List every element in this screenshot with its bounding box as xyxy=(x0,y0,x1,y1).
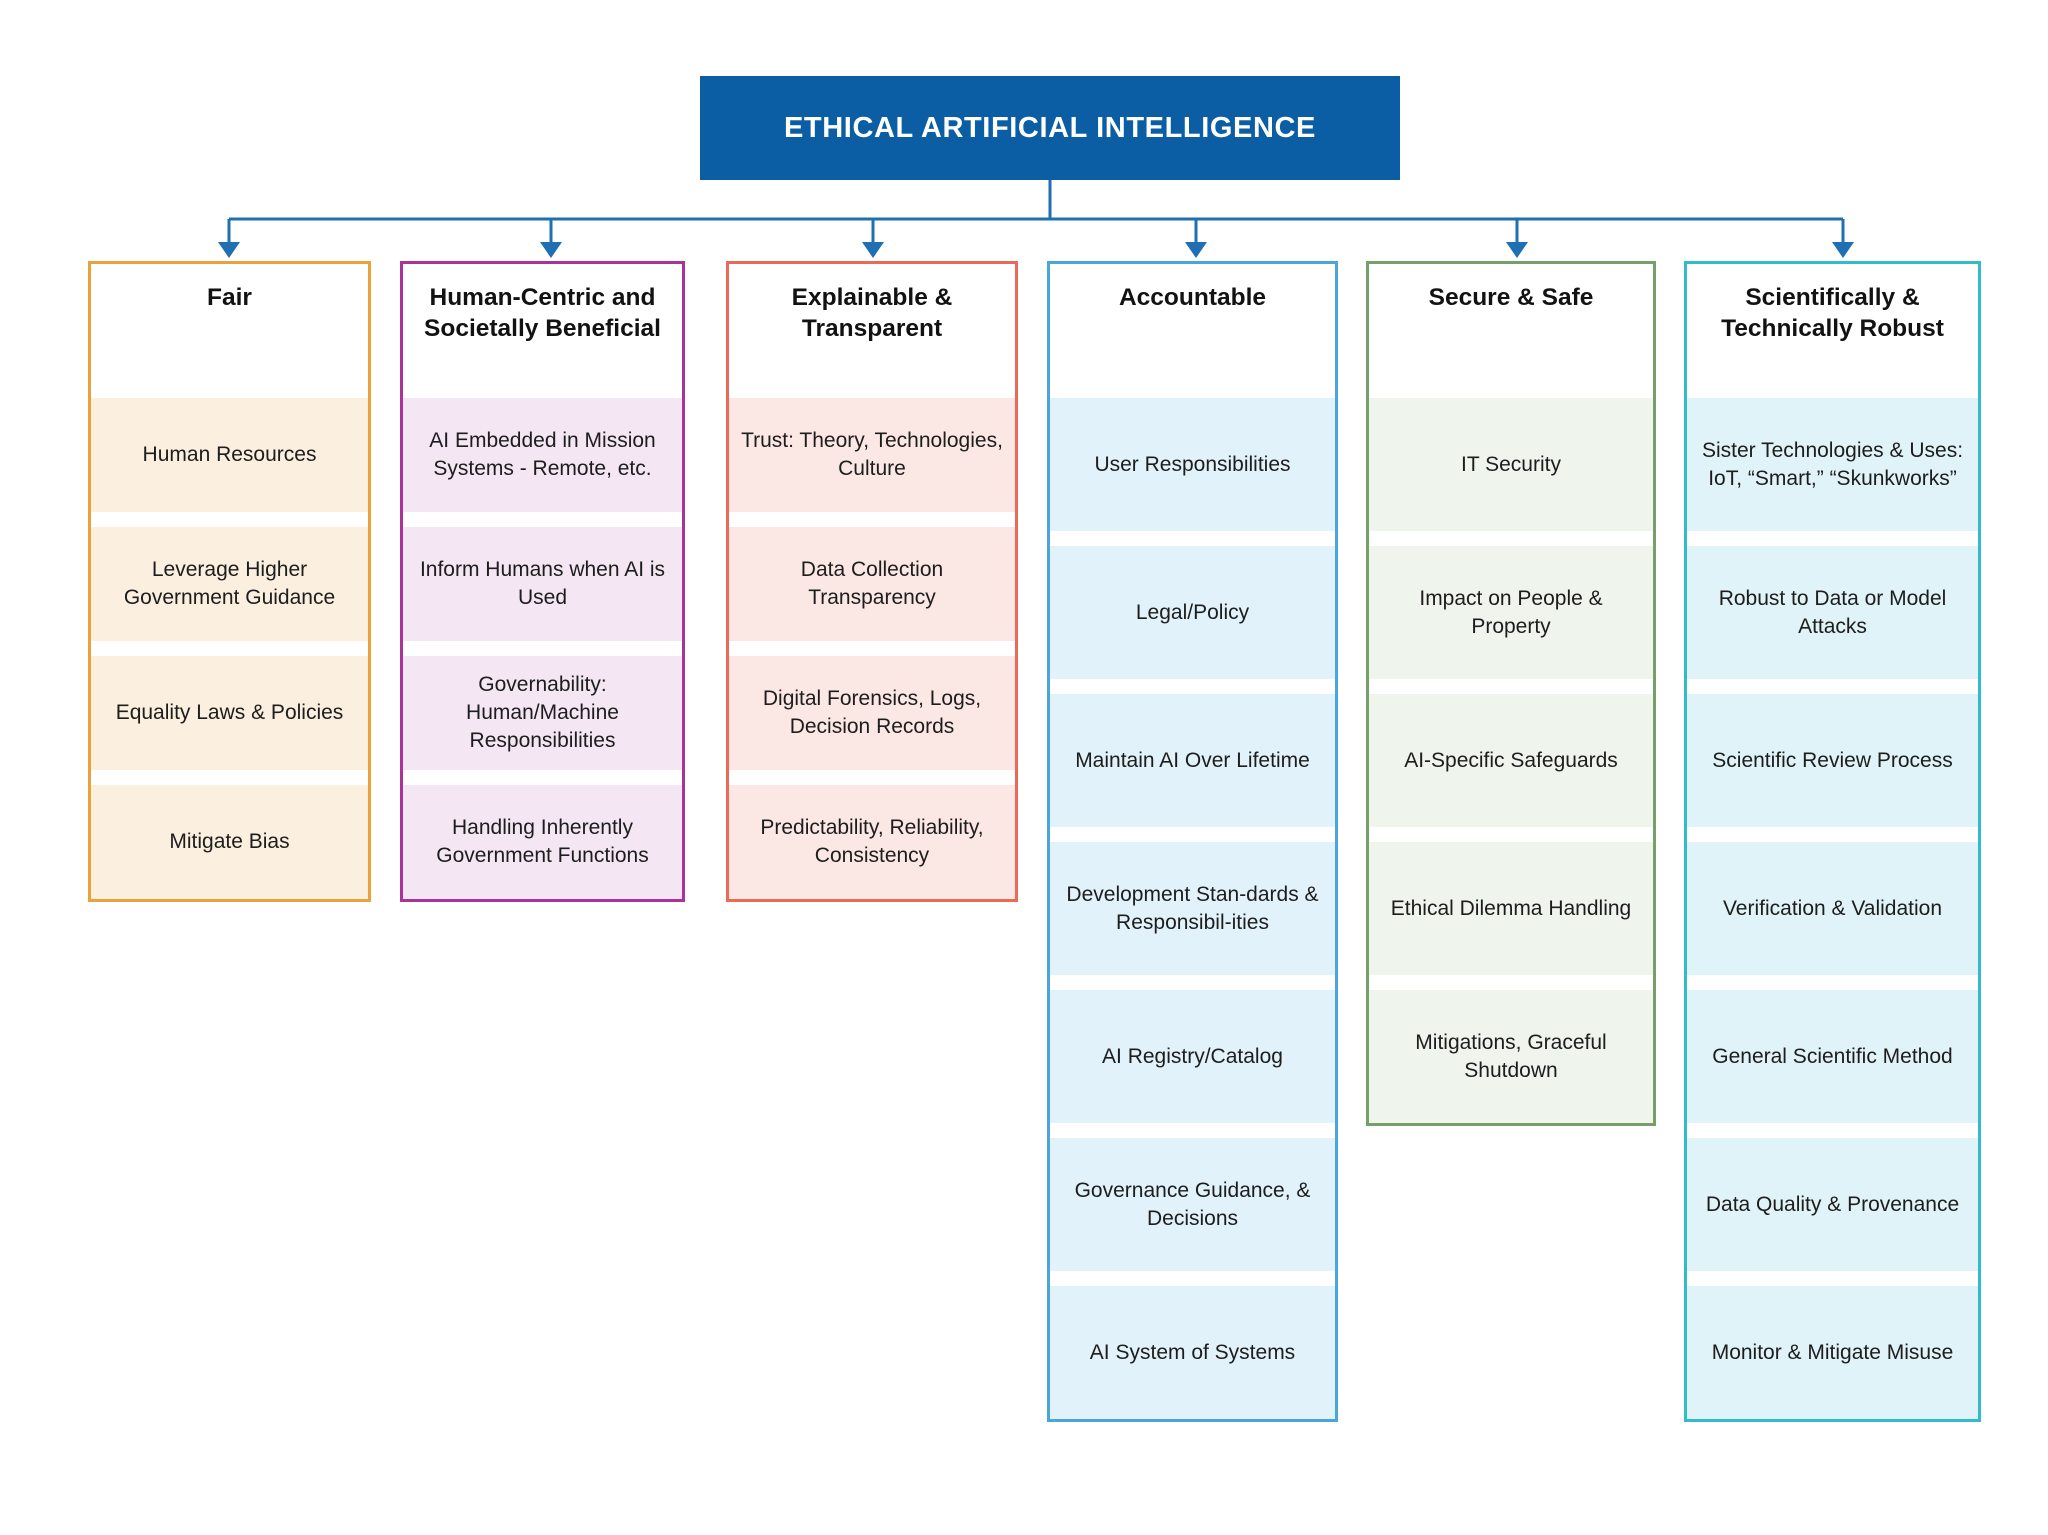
pillar-header-explainable-transparent: Explainable & Transparent xyxy=(729,264,1015,398)
pillar-item[interactable]: Monitor & Mitigate Misuse xyxy=(1687,1286,1978,1419)
pillar-column-secure-safe[interactable]: Secure & Safe IT Security Impact on Peop… xyxy=(1366,261,1656,1126)
pillar-item[interactable]: Digital Forensics, Logs, Decision Record… xyxy=(729,656,1015,770)
pillar-header-scientifically-technically-robust: Scientifically & Technically Robust xyxy=(1687,264,1978,398)
pillar-item[interactable]: AI-Specific Safeguards xyxy=(1369,694,1653,827)
pillar-item[interactable]: AI Embedded in Mission Systems - Remote,… xyxy=(403,398,682,512)
root-title: ETHICAL ARTIFICIAL INTELLIGENCE xyxy=(783,111,1316,144)
pillar-column-accountable[interactable]: Accountable User Responsibilities Legal/… xyxy=(1047,261,1338,1422)
pillar-column-fair[interactable]: Fair Human Resources Leverage Higher Gov… xyxy=(88,261,371,902)
pillar-item[interactable]: Governability: Human/Machine Responsibil… xyxy=(403,656,682,770)
pillar-item[interactable]: Mitigations, Graceful Shutdown xyxy=(1369,990,1653,1123)
pillar-item[interactable]: Sister Technologies & Uses: IoT, “Smart,… xyxy=(1687,398,1978,531)
arrow-head-1 xyxy=(218,242,240,258)
pillar-item[interactable]: Handling Inherently Government Functions xyxy=(403,785,682,899)
pillar-column-explainable-transparent[interactable]: Explainable & Transparent Trust: Theory,… xyxy=(726,261,1018,902)
pillar-item[interactable]: Impact on People & Property xyxy=(1369,546,1653,679)
pillar-item[interactable]: Inform Humans when AI is Used xyxy=(403,527,682,641)
pillar-item[interactable]: Scientific Review Process xyxy=(1687,694,1978,827)
pillar-header-fair: Fair xyxy=(91,264,368,398)
pillar-item[interactable]: Predictability, Reliability, Consistency xyxy=(729,785,1015,899)
pillar-column-scientifically-technically-robust[interactable]: Scientifically & Technically Robust Sist… xyxy=(1684,261,1981,1422)
pillar-item[interactable]: Governance Guidance, & Decisions xyxy=(1050,1138,1335,1271)
pillar-item[interactable]: Leverage Higher Government Guidance xyxy=(91,527,368,641)
pillar-header-accountable: Accountable xyxy=(1050,264,1335,398)
pillar-item[interactable]: Development Stan-dards & Responsibil-iti… xyxy=(1050,842,1335,975)
pillar-item[interactable]: AI System of Systems xyxy=(1050,1286,1335,1419)
pillar-item[interactable]: Human Resources xyxy=(91,398,368,512)
arrow-head-4 xyxy=(1185,242,1207,258)
pillar-item[interactable]: IT Security xyxy=(1369,398,1653,531)
pillar-item[interactable]: Data Quality & Provenance xyxy=(1687,1138,1978,1271)
pillar-header-human-centric: Human-Centric and Societally Beneficial xyxy=(403,264,682,398)
pillar-item[interactable]: Robust to Data or Model Attacks xyxy=(1687,546,1978,679)
arrow-head-5 xyxy=(1506,242,1528,258)
pillar-item[interactable]: Equality Laws & Policies xyxy=(91,656,368,770)
pillar-item[interactable]: Data Collection Transparency xyxy=(729,527,1015,641)
pillar-column-human-centric[interactable]: Human-Centric and Societally Beneficial … xyxy=(400,261,685,902)
root-node: ETHICAL ARTIFICIAL INTELLIGENCE xyxy=(700,76,1400,180)
pillar-item[interactable]: Maintain AI Over Lifetime xyxy=(1050,694,1335,827)
arrow-head-2 xyxy=(540,242,562,258)
pillar-item[interactable]: Legal/Policy xyxy=(1050,546,1335,679)
pillar-item[interactable]: User Responsibilities xyxy=(1050,398,1335,531)
arrow-head-3 xyxy=(862,242,884,258)
pillar-item[interactable]: Trust: Theory, Technologies, Culture xyxy=(729,398,1015,512)
pillar-item[interactable]: AI Registry/Catalog xyxy=(1050,990,1335,1123)
pillar-item[interactable]: General Scientific Method xyxy=(1687,990,1978,1123)
pillar-header-secure-safe: Secure & Safe xyxy=(1369,264,1653,398)
pillar-item[interactable]: Ethical Dilemma Handling xyxy=(1369,842,1653,975)
arrow-head-6 xyxy=(1832,242,1854,258)
pillar-item[interactable]: Mitigate Bias xyxy=(91,785,368,899)
pillar-item[interactable]: Verification & Validation xyxy=(1687,842,1978,975)
